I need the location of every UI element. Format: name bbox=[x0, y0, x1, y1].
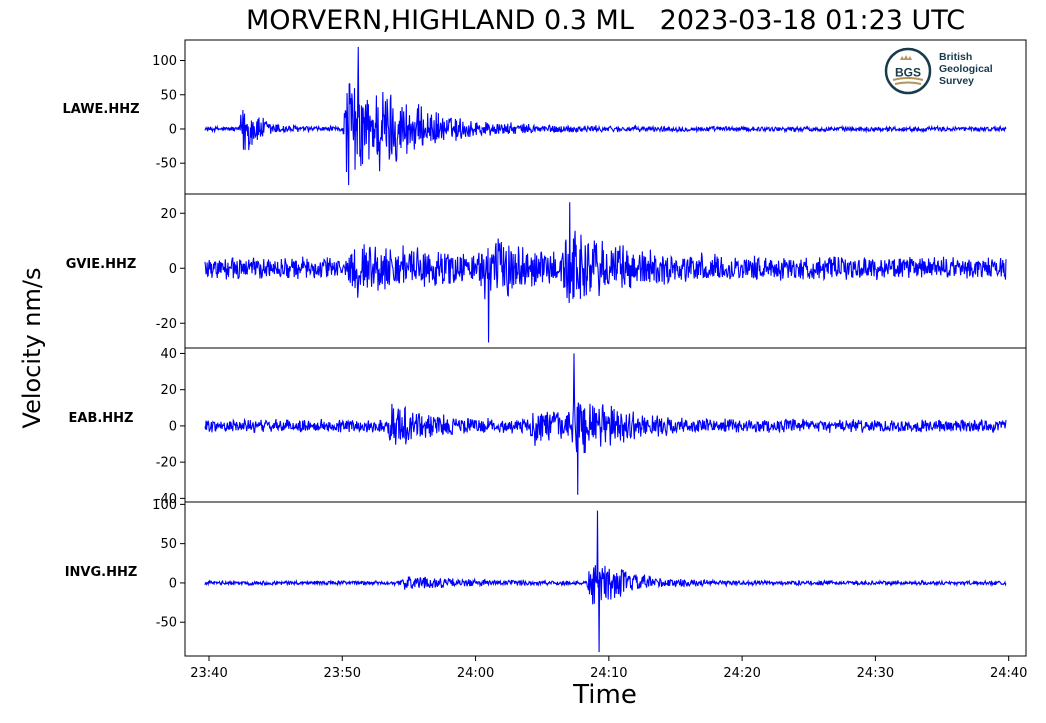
station-label-invg: INVG.HHZ bbox=[64, 565, 138, 580]
waveform-gvie-hhz bbox=[204, 202, 1007, 343]
y-tick-label: 20 bbox=[160, 207, 177, 222]
chart-title: MORVERN,HIGHLAND 0.3 ML 2023-03-18 01:23… bbox=[245, 5, 966, 36]
x-tick-label: 23:40 bbox=[190, 666, 227, 681]
y-tick-label: -50 bbox=[156, 157, 177, 172]
waveform-invg-hhz bbox=[204, 510, 1007, 653]
y-tick-label: 100 bbox=[152, 498, 177, 513]
y-tick-label: 40 bbox=[160, 347, 177, 362]
station-label-gvie: GVIE.HHZ bbox=[65, 257, 137, 272]
logo-line-1: British bbox=[939, 51, 973, 63]
panel-invg-hhz: 100 50 0 -50 bbox=[152, 498, 1007, 653]
bgs-emblem-icon: BGS bbox=[884, 47, 932, 95]
logo-line-3: Survey bbox=[939, 75, 975, 87]
y-tick-label: -40 bbox=[156, 492, 177, 507]
y-tick-label: -20 bbox=[156, 456, 177, 471]
y-tick-label: 20 bbox=[160, 383, 177, 398]
bgs-logo: BGS British Geological Survey bbox=[884, 46, 1014, 96]
panel-gvie-hhz: 20 0 -20 bbox=[156, 202, 1007, 343]
x-tick-label: 24:10 bbox=[590, 666, 627, 681]
station-label-lawe: LAWE.HHZ bbox=[62, 102, 140, 117]
y-tick-label: 100 bbox=[152, 54, 177, 69]
logo-text: British Geological Survey bbox=[939, 51, 993, 87]
panel-lawe-hhz: 100 50 0 -50 bbox=[152, 46, 1007, 186]
logo-line-2: Geological bbox=[939, 63, 993, 75]
y-tick-label: -50 bbox=[156, 616, 177, 631]
station-label-eab: EAB.HHZ bbox=[68, 411, 134, 426]
x-tick-label: 24:40 bbox=[990, 666, 1027, 681]
y-tick-label: 50 bbox=[160, 88, 177, 103]
y-tick-label: -20 bbox=[156, 317, 177, 332]
waveform-eab-hhz bbox=[204, 353, 1007, 495]
y-tick-label: 50 bbox=[160, 537, 177, 552]
x-tick-label: 24:30 bbox=[857, 666, 894, 681]
y-tick-label: 0 bbox=[169, 262, 177, 277]
waveform-lawe-hhz bbox=[204, 46, 1007, 186]
x-tick-label: 24:00 bbox=[457, 666, 494, 681]
logo-abbr: BGS bbox=[895, 66, 921, 80]
x-axis-label: Time bbox=[573, 680, 637, 710]
y-tick-label: 0 bbox=[169, 419, 177, 434]
y-tick-label: 0 bbox=[169, 576, 177, 591]
x-tick-label: 23:50 bbox=[324, 666, 361, 681]
y-tick-label: 0 bbox=[169, 122, 177, 137]
x-tick-label: 24:20 bbox=[723, 666, 760, 681]
panel-eab-hhz: 40 20 0 -20 -40 bbox=[156, 347, 1007, 507]
